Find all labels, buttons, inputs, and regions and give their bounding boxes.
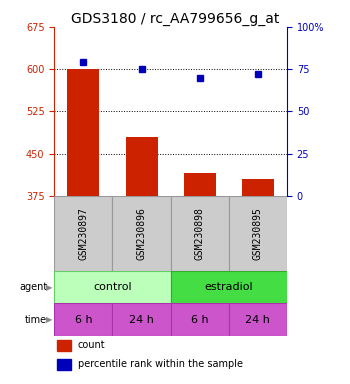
Text: 6 h: 6 h [75,314,92,325]
Text: 24 h: 24 h [245,314,270,325]
Text: GSM230897: GSM230897 [78,207,88,260]
Bar [54,271,171,303]
Bar [126,137,158,196]
Text: 24 h: 24 h [129,314,154,325]
Bar [67,69,99,196]
Text: GSM230896: GSM230896 [136,207,147,260]
Text: percentile rank within the sample: percentile rank within the sample [78,359,243,369]
Text: ▶: ▶ [46,315,52,324]
Text: GSM230898: GSM230898 [195,207,205,260]
Text: agent: agent [19,282,47,292]
Bar [57,359,71,370]
Bar [171,196,229,271]
Text: ▶: ▶ [46,283,52,291]
Bar [57,340,71,351]
Bar [112,303,171,336]
Bar [171,303,229,336]
Text: GDS3180 / rc_AA799656_g_at: GDS3180 / rc_AA799656_g_at [71,12,279,25]
Bar [171,271,287,303]
Bar [242,179,274,196]
Bar [229,303,287,336]
Bar [229,196,287,271]
Bar [184,173,216,196]
Text: control: control [93,282,132,292]
Text: estradiol: estradiol [204,282,253,292]
Bar [54,196,112,271]
Bar [54,303,112,336]
Text: count: count [78,340,105,350]
Text: time: time [25,314,47,325]
Text: 6 h: 6 h [191,314,209,325]
Bar [112,196,171,271]
Text: GSM230895: GSM230895 [253,207,263,260]
